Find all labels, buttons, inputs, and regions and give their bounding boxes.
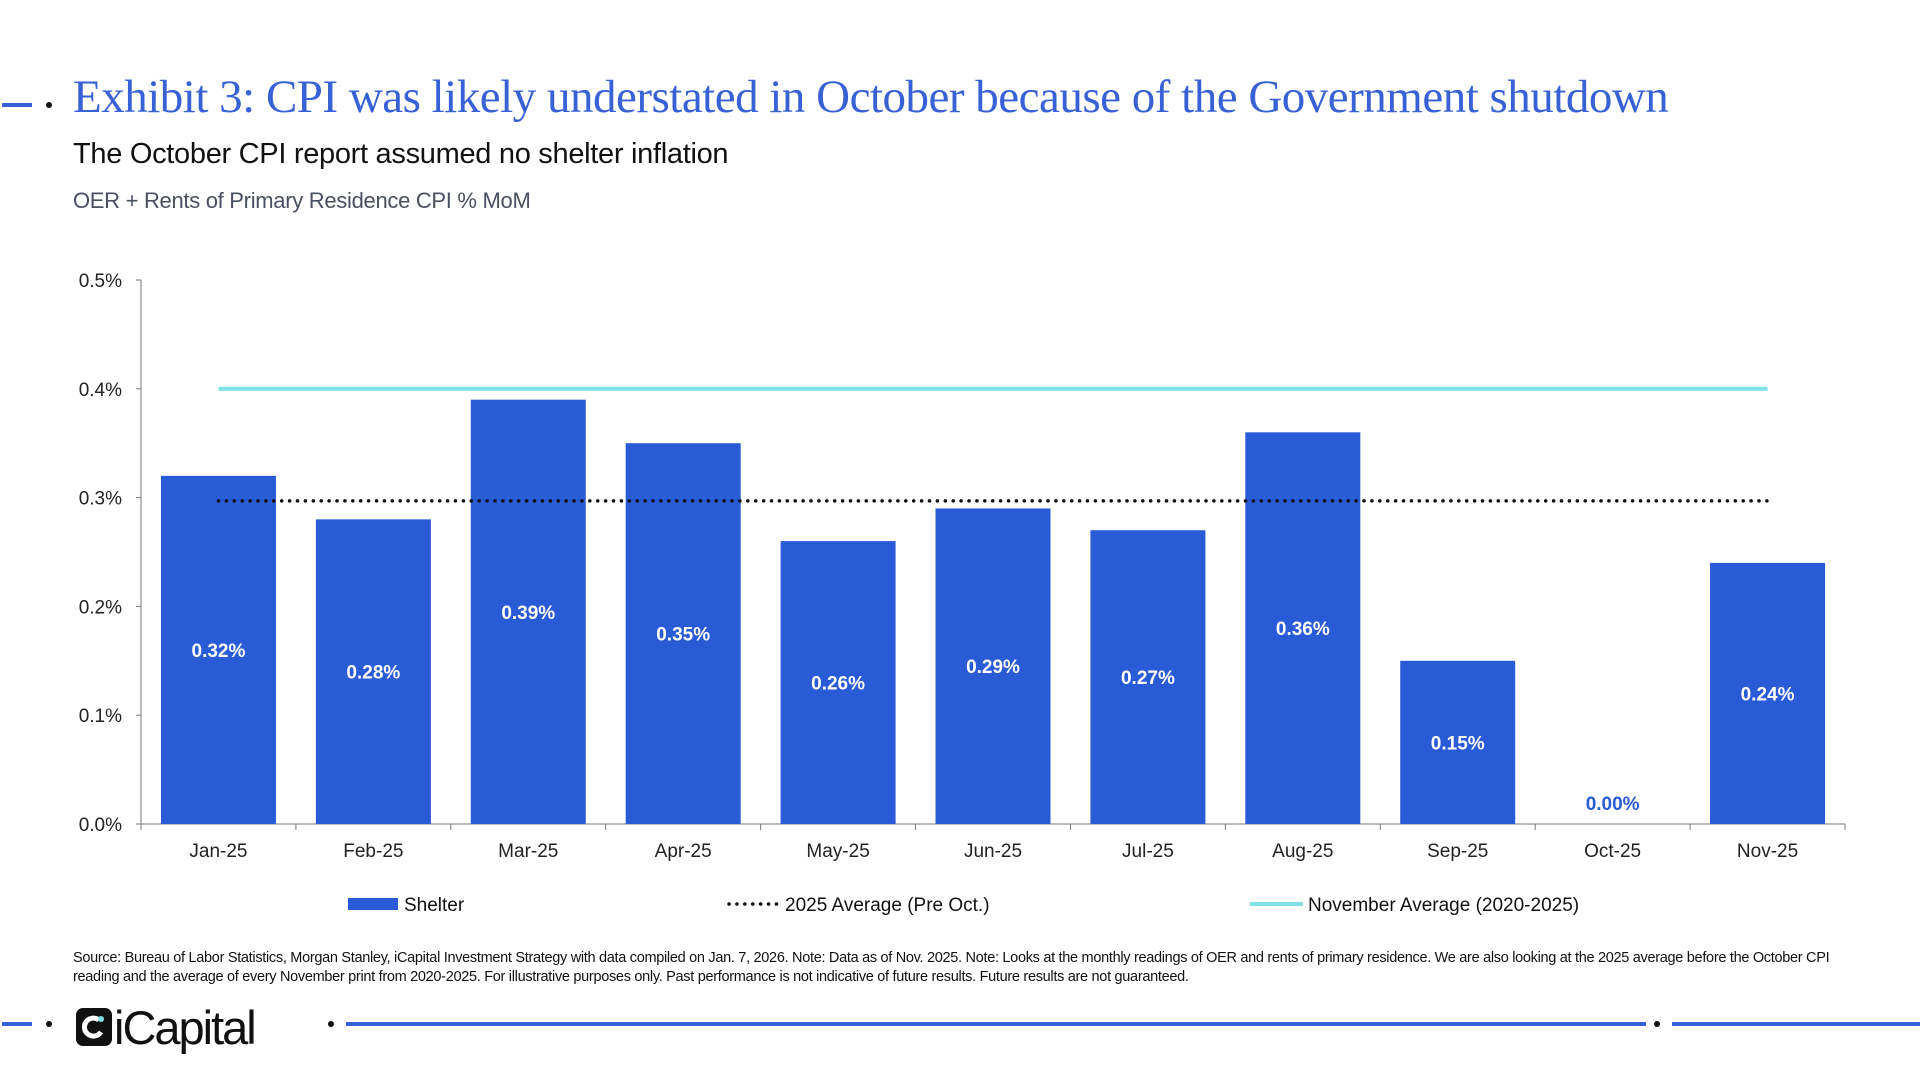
footer-accent-dash: [2, 1022, 32, 1026]
bar-data-label: 0.32%: [192, 641, 246, 662]
x-tick-label: Jun-25: [964, 841, 1022, 862]
bar-data-label: 0.36%: [1276, 619, 1330, 640]
bar-may-25: [780, 541, 896, 824]
bar-data-label: 0.24%: [1741, 684, 1795, 705]
bar-data-label: 0.39%: [501, 603, 555, 624]
icapital-logo-text: iCapital: [114, 1000, 257, 1054]
legend-label-shelter: Shelter: [404, 895, 465, 916]
x-tick-label: Feb-25: [343, 841, 403, 862]
x-tick-label: Nov-25: [1737, 841, 1798, 862]
bar-data-label: 0.28%: [346, 663, 400, 684]
bar-data-label: 0.35%: [656, 625, 710, 646]
x-tick-label: Jan-25: [189, 841, 247, 862]
footer-dot: [1654, 1021, 1660, 1027]
y-tick-label: 0.2%: [79, 597, 122, 618]
x-tick-label: Oct-25: [1584, 841, 1641, 862]
bar-nov-25: [1710, 562, 1826, 824]
footer-dot: [328, 1021, 334, 1027]
legend-label-pre-oct-average: 2025 Average (Pre Oct.): [785, 895, 990, 916]
bar-data-label: 0.26%: [811, 674, 865, 695]
bar-chart: 0.0% 0.1% 0.2% 0.3% 0.4% 0.5% 0.32% Jan-25 0.28%…: [79, 271, 1846, 916]
bar-aug-25: [1245, 432, 1361, 824]
bar-jan-25: [160, 475, 276, 824]
legend-label-november-average: November Average (2020-2025): [1308, 895, 1579, 916]
footer-rule: [346, 1022, 1646, 1026]
bar-data-label: 0.00%: [1586, 794, 1640, 815]
icapital-logo: iCapital: [76, 1001, 257, 1054]
bar-data-label: 0.29%: [966, 657, 1020, 678]
icapital-logo-icon: [76, 1008, 112, 1046]
x-tick-label: Sep-25: [1427, 841, 1488, 862]
legend-swatch-shelter: [348, 898, 398, 910]
y-tick-label: 0.0%: [79, 815, 122, 836]
y-tick-label: 0.1%: [79, 706, 122, 727]
y-tick-label: 0.5%: [79, 271, 122, 292]
bar-sep-25: [1400, 660, 1516, 824]
title-accent-dot: [46, 102, 52, 108]
x-tick-label: Mar-25: [498, 841, 558, 862]
y-tick-label: 0.4%: [79, 380, 122, 401]
y-axis-unit-label: OER + Rents of Primary Residence CPI % M…: [73, 188, 531, 213]
footer-rule: [1672, 1022, 1920, 1026]
bar-data-label: 0.27%: [1121, 668, 1175, 689]
bar-mar-25: [470, 399, 586, 824]
footer-dot: [46, 1021, 52, 1027]
chart-subtitle: The October CPI report assumed no shelte…: [73, 138, 729, 170]
chart-title: Exhibit 3: CPI was likely understated in…: [73, 71, 1669, 123]
title-accent-dash: [2, 103, 32, 107]
bar-jul-25: [1090, 530, 1206, 824]
bar-jun-25: [935, 508, 1051, 824]
x-tick-label: Apr-25: [655, 841, 712, 862]
x-tick-label: Aug-25: [1272, 841, 1333, 862]
bar-feb-25: [315, 519, 431, 824]
source-footnote: Source: Bureau of Labor Statistics, Morg…: [73, 950, 1830, 985]
x-tick-label: May-25: [806, 841, 869, 862]
x-tick-label: Jul-25: [1122, 841, 1174, 862]
y-tick-label: 0.3%: [79, 489, 122, 510]
bar-apr-25: [625, 443, 741, 824]
bar-data-label: 0.15%: [1431, 733, 1485, 754]
